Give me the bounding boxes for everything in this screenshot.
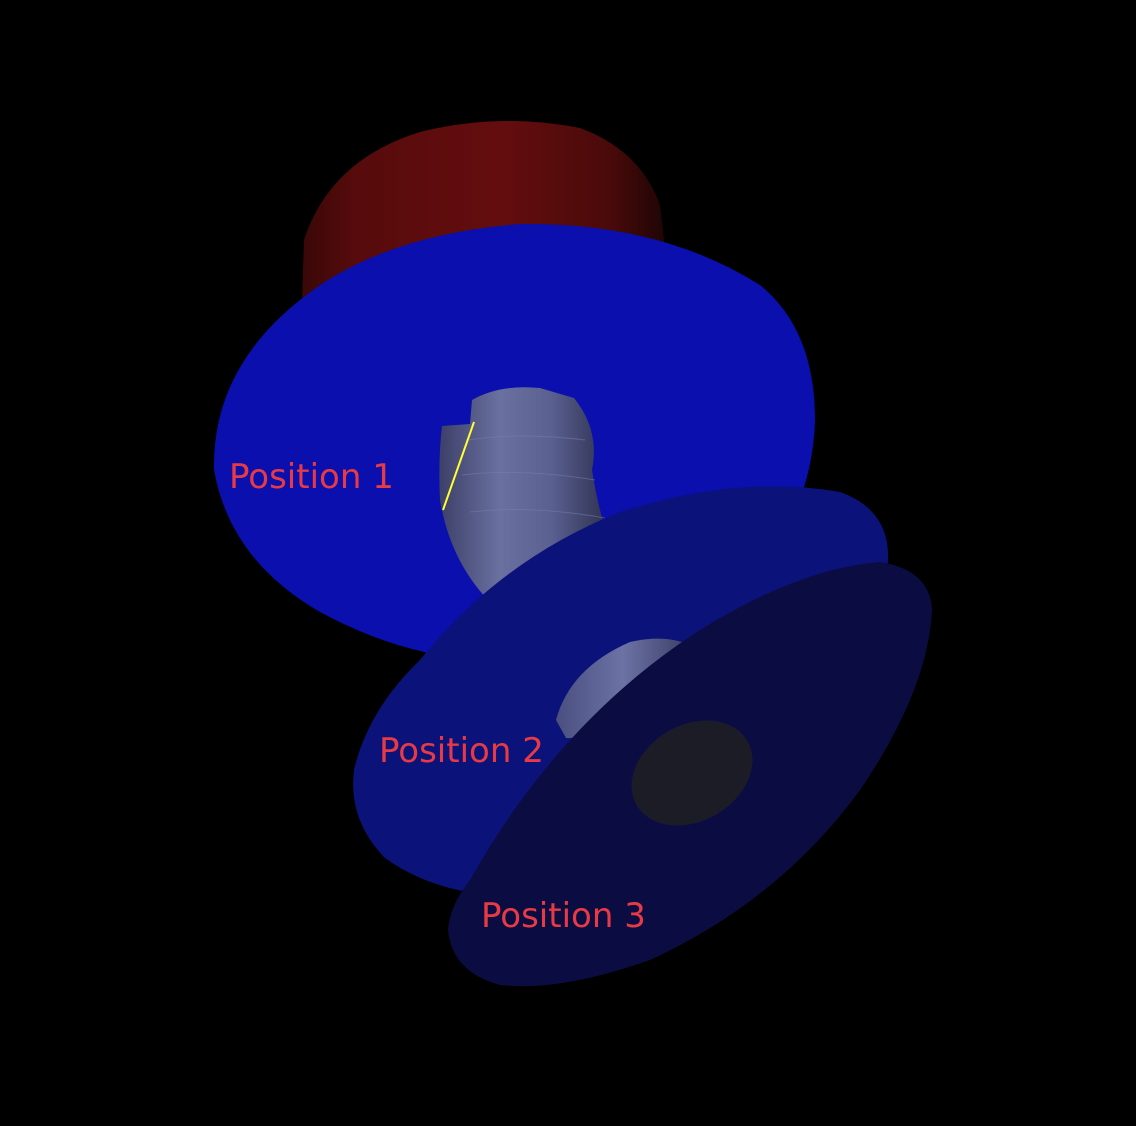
label-position-3: Position 3 xyxy=(481,896,646,936)
disc-position-3 xyxy=(448,562,932,987)
label-position-1: Position 1 xyxy=(229,457,394,497)
label-position-2: Position 2 xyxy=(379,731,544,771)
highlight-line xyxy=(442,421,475,511)
disc-3-hole xyxy=(631,720,753,826)
